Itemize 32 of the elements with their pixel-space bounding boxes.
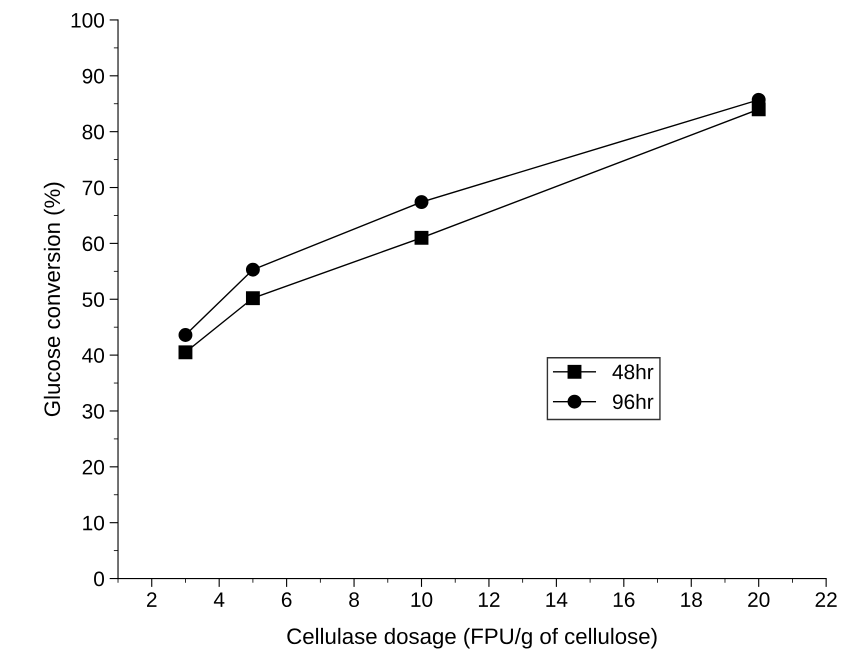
y-tick-label: 0 xyxy=(94,572,104,586)
y-tick-label: 80 xyxy=(82,124,104,140)
point xyxy=(246,262,260,277)
y-tick-label: 50 xyxy=(82,292,104,308)
y-tick-label: 30 xyxy=(82,404,104,419)
point xyxy=(414,195,428,209)
y-tick-label: 100 xyxy=(72,12,104,28)
y-tick-label: 20 xyxy=(82,460,104,475)
x-tick-label: 12 xyxy=(478,592,500,607)
x-tick-label: 14 xyxy=(546,592,568,607)
x-tick-label: 22 xyxy=(816,592,837,607)
legend-label: 48hr xyxy=(612,364,654,380)
x-tick-label: 6 xyxy=(282,592,292,608)
x-tick-label: 2 xyxy=(146,592,156,607)
x-tick-label: 20 xyxy=(748,592,770,608)
point xyxy=(414,230,428,245)
y-tick-label: 90 xyxy=(82,68,104,84)
x-tick-label: 10 xyxy=(412,592,432,608)
legend-label: 96hr xyxy=(612,394,654,410)
point xyxy=(246,291,260,306)
x-tick-label: 8 xyxy=(349,592,359,608)
x-tick-label: 16 xyxy=(614,592,634,608)
y-tick-label: 60 xyxy=(82,236,104,252)
y-tick-label: 10 xyxy=(83,516,104,530)
x-tick-label: 18 xyxy=(681,592,702,608)
y-tick-label: 40 xyxy=(82,348,104,363)
y-axis-title: Glucose conversion (%) xyxy=(44,182,65,416)
x-tick-label: 4 xyxy=(214,592,224,607)
point xyxy=(178,328,192,342)
x-axis-title: Cellulase dosage (FPU/g of cellulose) xyxy=(287,628,657,649)
point xyxy=(178,345,192,360)
y-tick-label: 70 xyxy=(82,180,104,196)
